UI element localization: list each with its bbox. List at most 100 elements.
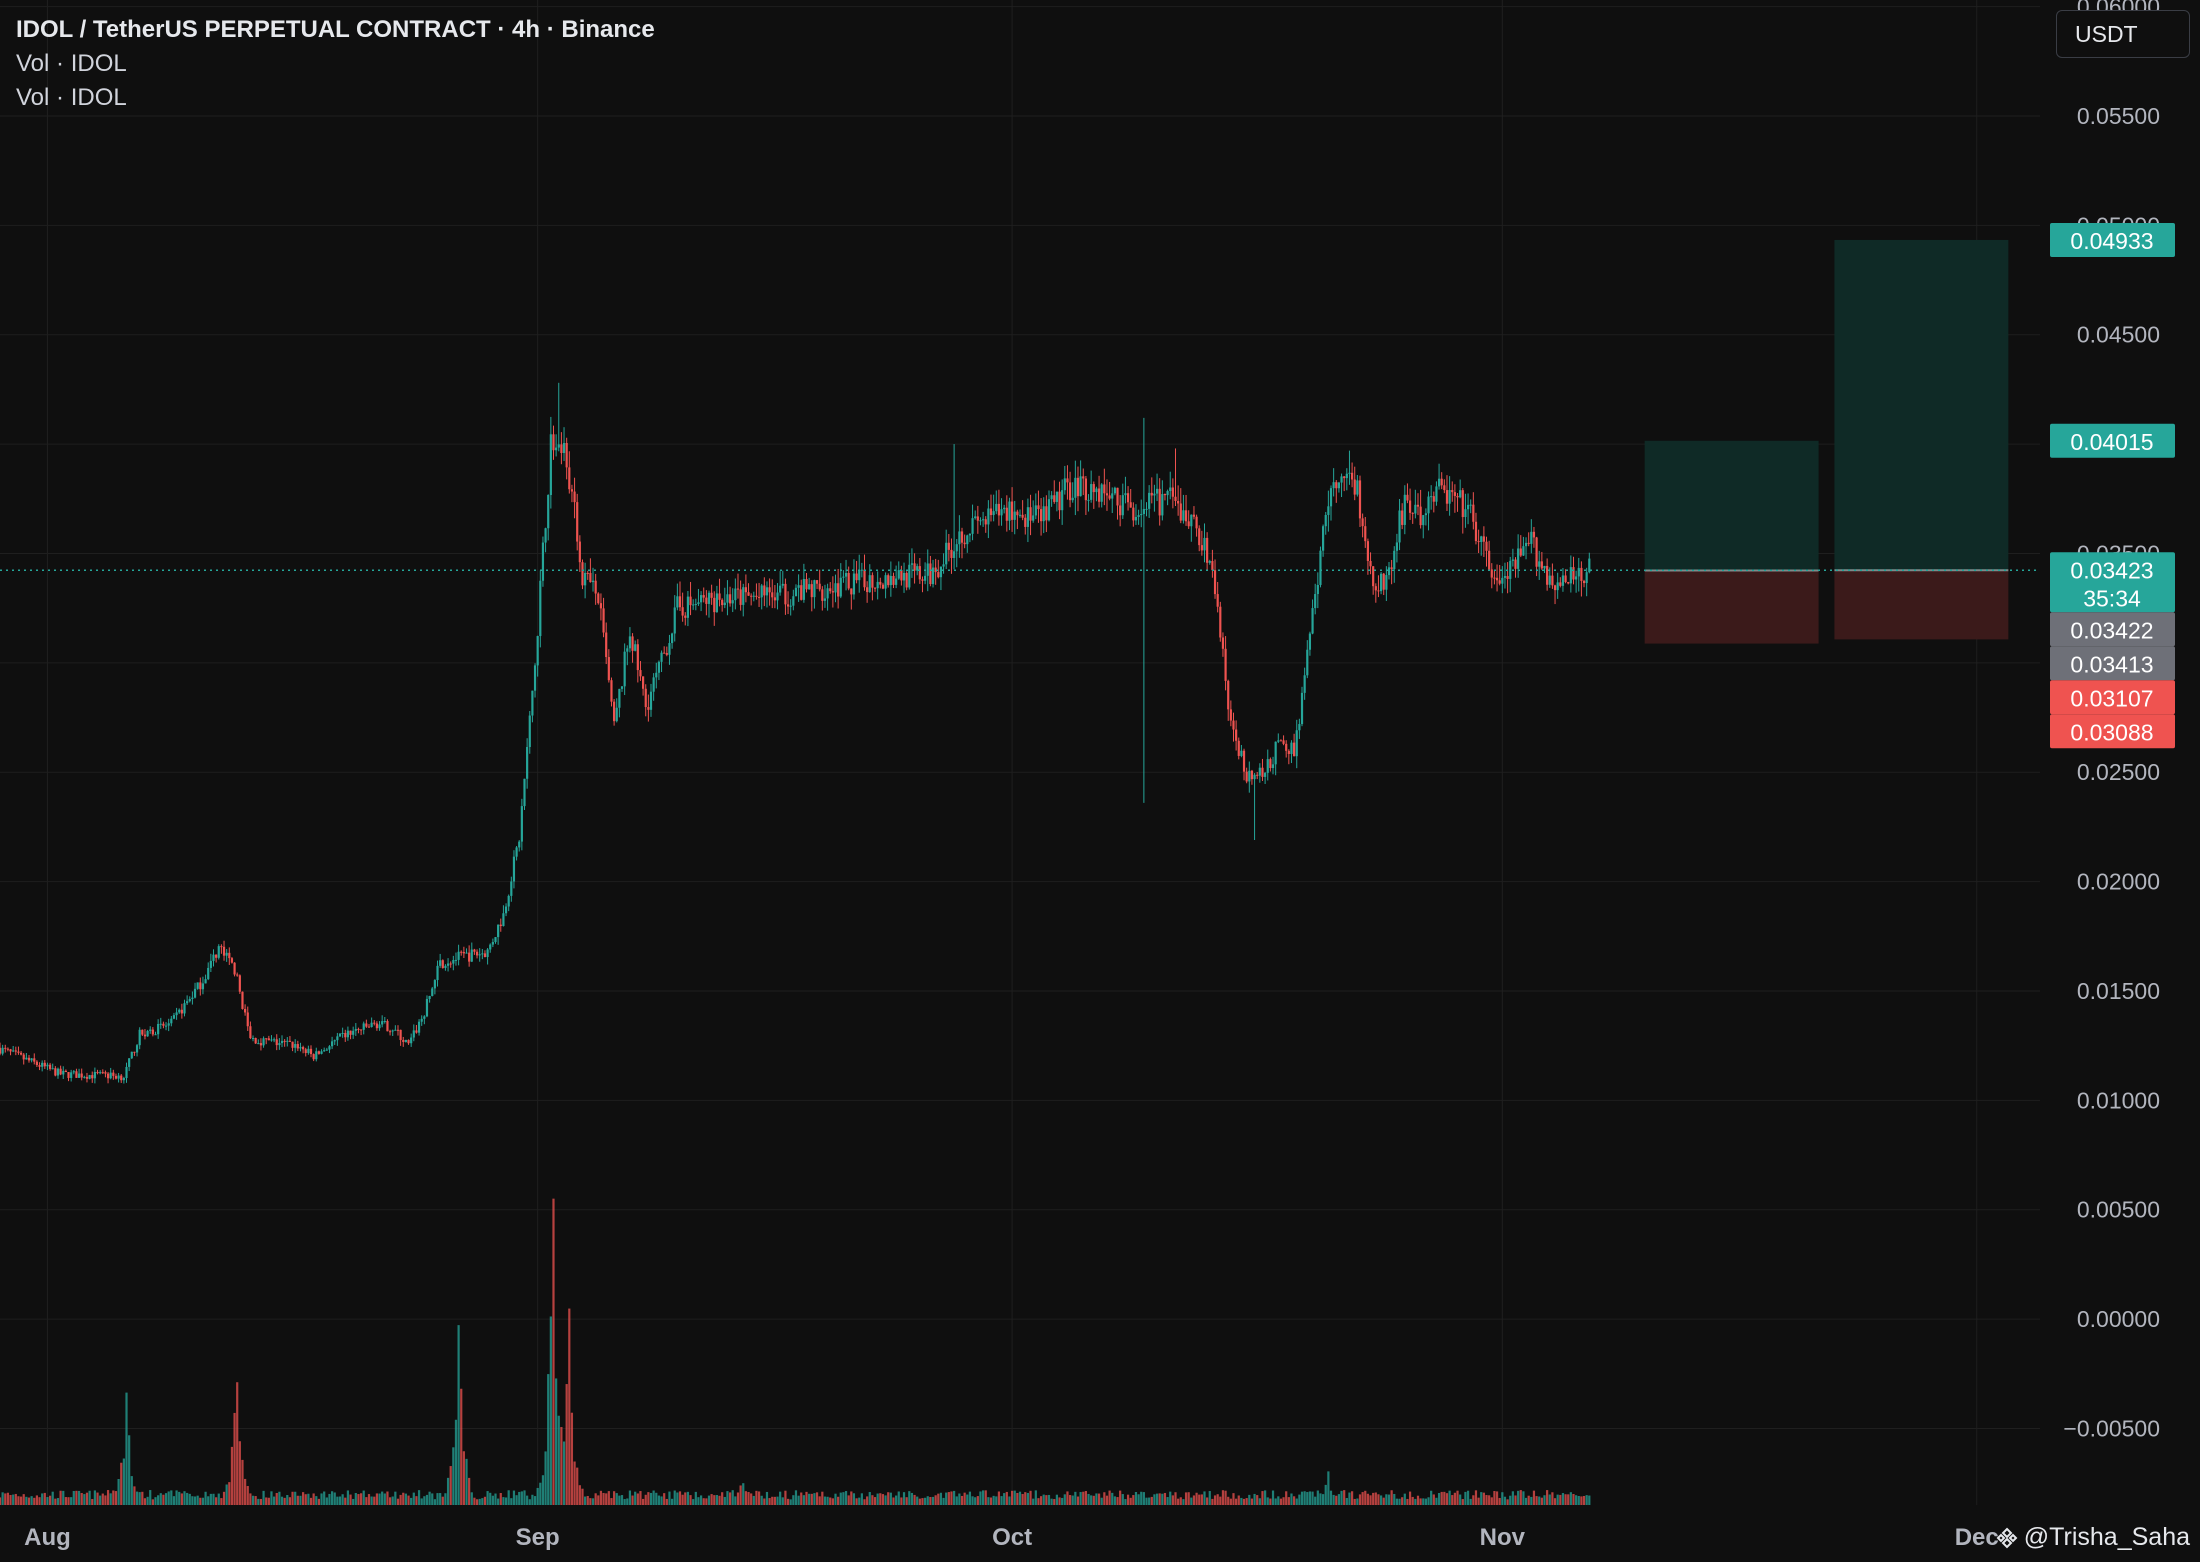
candle-body bbox=[578, 541, 581, 563]
volume-bar bbox=[75, 1490, 78, 1505]
volume-bar bbox=[465, 1458, 468, 1505]
volume-bar bbox=[1546, 1490, 1549, 1505]
volume-bar bbox=[744, 1491, 747, 1505]
volume-bar bbox=[1419, 1498, 1422, 1505]
volume-bar bbox=[114, 1491, 118, 1505]
volume-bar bbox=[618, 1495, 621, 1505]
candle-body bbox=[275, 1039, 278, 1046]
candle-body bbox=[433, 980, 436, 989]
candle-body bbox=[1003, 507, 1006, 510]
price-axis-tick-label: 0.00500 bbox=[2077, 1197, 2160, 1223]
volume-bar bbox=[533, 1496, 537, 1505]
candle-body bbox=[352, 1030, 355, 1035]
volume-bar bbox=[771, 1496, 774, 1505]
volume-bar bbox=[526, 1495, 529, 1505]
volume-bar bbox=[157, 1495, 160, 1505]
candle-body bbox=[1358, 480, 1362, 519]
candle-body bbox=[101, 1072, 104, 1074]
candle-body bbox=[847, 572, 850, 589]
volume-bar bbox=[1440, 1491, 1443, 1505]
volume-bar bbox=[663, 1493, 666, 1505]
volume-bar bbox=[164, 1493, 168, 1505]
volume-bar bbox=[1182, 1499, 1185, 1505]
candle-body bbox=[1269, 759, 1272, 769]
volume-bar bbox=[723, 1496, 726, 1505]
volume-bar bbox=[1585, 1495, 1588, 1505]
volume-bar bbox=[818, 1496, 821, 1505]
candle-body bbox=[133, 1051, 136, 1053]
candle-body bbox=[1066, 478, 1069, 483]
volume-bar bbox=[204, 1491, 207, 1505]
candle-body bbox=[591, 580, 595, 583]
volume-bar bbox=[172, 1496, 176, 1505]
currency-button[interactable]: USDT bbox=[2056, 10, 2190, 58]
volume-bar bbox=[1195, 1492, 1198, 1505]
volume-indicator-label[interactable]: Vol · IDOL bbox=[16, 84, 127, 111]
candle-body bbox=[892, 575, 895, 585]
volume-bar bbox=[1422, 1498, 1425, 1505]
volume-bar bbox=[565, 1384, 568, 1505]
candle-body bbox=[1459, 490, 1462, 498]
position-loss-zone bbox=[1644, 570, 1819, 644]
volume-bar bbox=[365, 1497, 368, 1505]
candle-body bbox=[776, 592, 779, 601]
volume-bar bbox=[1261, 1491, 1264, 1505]
volume-bar bbox=[1411, 1496, 1414, 1505]
candle-body bbox=[106, 1073, 110, 1079]
volume-bar bbox=[531, 1494, 534, 1505]
candle-body bbox=[1021, 514, 1024, 518]
candle-body bbox=[1161, 494, 1164, 516]
candle-body bbox=[388, 1031, 392, 1033]
candle-body bbox=[623, 651, 626, 687]
volume-bar bbox=[1390, 1490, 1393, 1505]
candle-body bbox=[676, 596, 679, 608]
volume-bar bbox=[217, 1493, 220, 1505]
volume-bar bbox=[1237, 1495, 1240, 1505]
volume-bar bbox=[1498, 1497, 1501, 1505]
candle-body bbox=[568, 467, 571, 490]
volume-bar bbox=[1408, 1491, 1412, 1505]
candle-body bbox=[14, 1050, 17, 1052]
candle-body bbox=[1572, 567, 1575, 580]
volume-indicator-label[interactable]: Vol · IDOL bbox=[16, 50, 127, 77]
candle-body bbox=[926, 563, 929, 576]
candle-body bbox=[1182, 510, 1185, 521]
volume-bar bbox=[855, 1498, 858, 1505]
candle-body bbox=[520, 806, 523, 842]
volume-bar bbox=[1119, 1490, 1122, 1505]
volume-bar bbox=[982, 1490, 985, 1505]
volume-bar bbox=[1068, 1495, 1072, 1505]
candle-body bbox=[454, 959, 458, 961]
candle-body bbox=[114, 1075, 118, 1079]
volume-bar bbox=[1364, 1490, 1367, 1505]
volume-bar bbox=[1190, 1497, 1193, 1505]
volume-bar bbox=[433, 1499, 436, 1505]
volume-bar bbox=[1298, 1494, 1301, 1505]
candle-body bbox=[1453, 492, 1456, 496]
candle-body bbox=[960, 531, 964, 543]
candle-body bbox=[186, 1001, 189, 1004]
candle-body bbox=[1490, 569, 1493, 578]
volume-bar bbox=[710, 1494, 713, 1505]
candle-body bbox=[655, 672, 658, 678]
candle-body bbox=[180, 1009, 183, 1014]
candle-body bbox=[818, 583, 821, 590]
volume-bar bbox=[655, 1492, 658, 1505]
volume-bar bbox=[1192, 1495, 1196, 1505]
volume-bar bbox=[362, 1490, 365, 1505]
volume-bar bbox=[33, 1497, 36, 1505]
candle-body bbox=[412, 1030, 415, 1038]
volume-bar bbox=[1200, 1494, 1203, 1505]
target-price-badge bbox=[2050, 222, 2175, 257]
candle-body bbox=[415, 1030, 418, 1033]
candle-body bbox=[1058, 491, 1061, 511]
candle-body bbox=[805, 578, 808, 590]
volume-bar bbox=[591, 1498, 595, 1505]
volume-bar bbox=[1511, 1491, 1514, 1505]
volume-bar bbox=[1361, 1492, 1364, 1505]
volume-bar bbox=[1582, 1495, 1586, 1505]
volume-bar bbox=[470, 1492, 473, 1505]
volume-bar bbox=[678, 1491, 682, 1505]
volume-bar bbox=[1308, 1491, 1312, 1505]
